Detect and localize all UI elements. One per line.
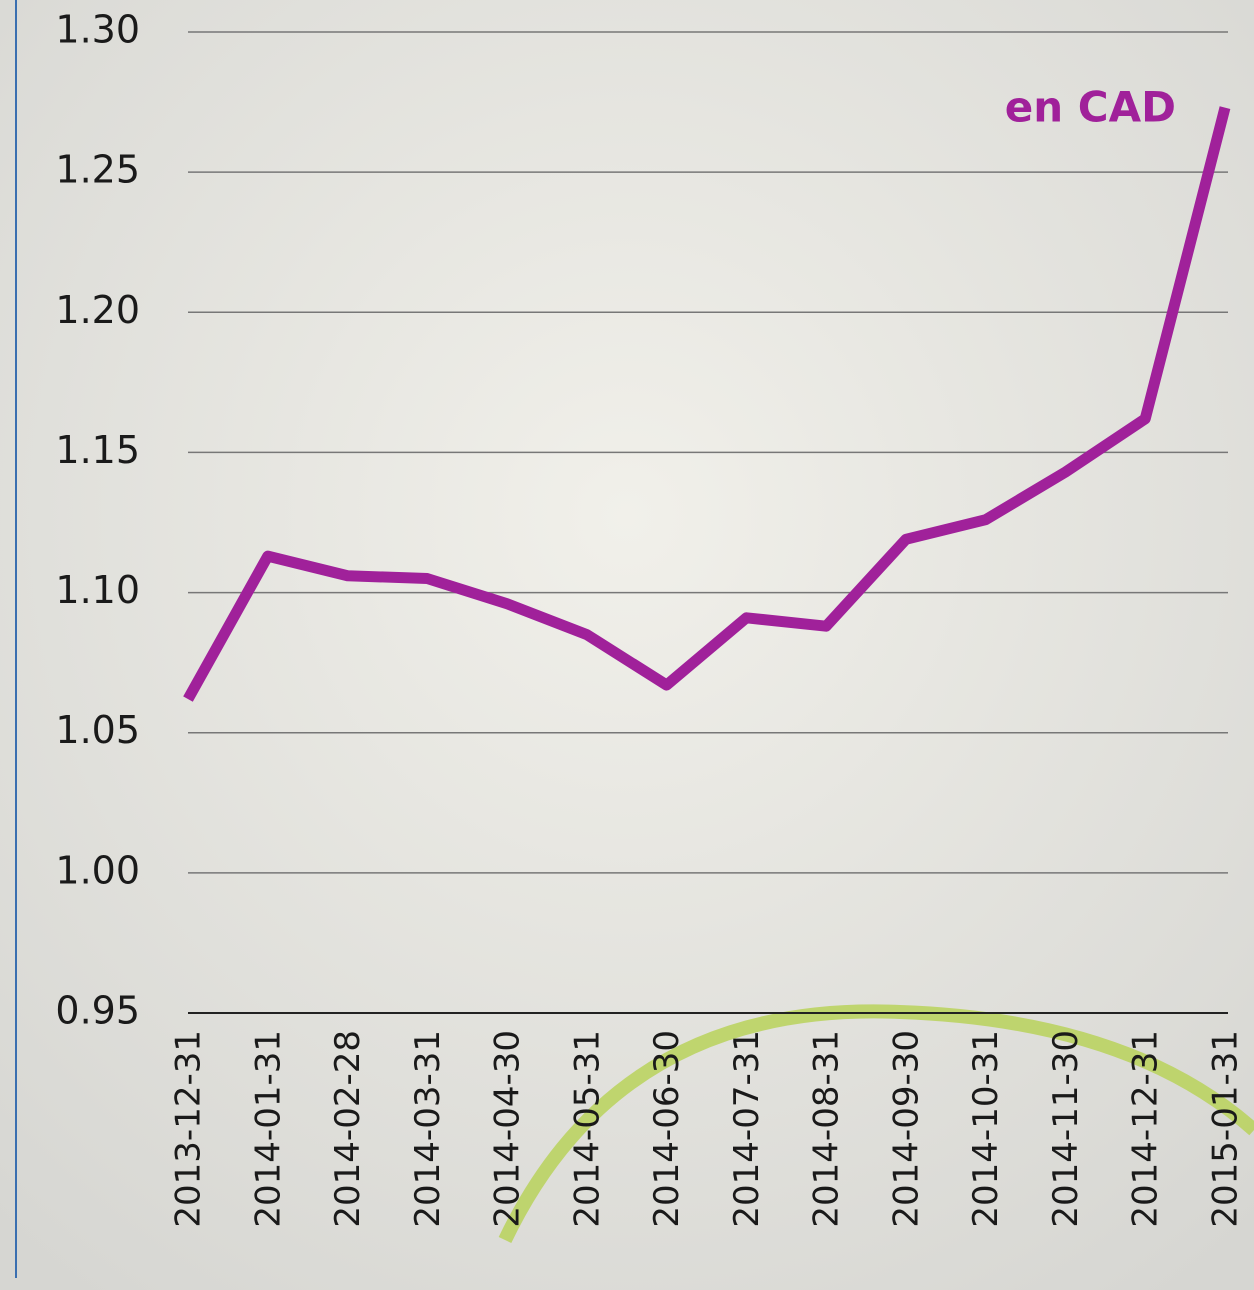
- x-tick-label: 2014-01-31: [248, 1030, 288, 1228]
- x-tick-label: 2014-02-28: [328, 1030, 368, 1228]
- x-tick-label: 2013-12-31: [169, 1030, 209, 1228]
- x-tick-label: 2014-08-31: [807, 1030, 847, 1228]
- line-series: [183, 106, 1231, 702]
- y-tick-label: 1.30: [55, 8, 140, 52]
- x-tick-label: 2014-06-30: [647, 1030, 687, 1228]
- y-tick-label: 1.05: [55, 708, 140, 752]
- y-tick-label: 1.00: [55, 848, 140, 892]
- x-tick-label: 2014-03-31: [408, 1030, 448, 1228]
- x-tick-label: 2015-01-31: [1206, 1030, 1246, 1228]
- decoration-arc: [498, 1004, 1254, 1244]
- x-tick-label: 2014-09-30: [886, 1030, 926, 1228]
- y-tick-label: 1.15: [55, 428, 140, 472]
- x-tick-label: 2014-04-30: [488, 1030, 528, 1228]
- y-tick-label: 1.25: [55, 148, 140, 192]
- x-tick-label: 2014-12-31: [1126, 1030, 1166, 1228]
- y-tick-label: 0.95: [55, 989, 140, 1033]
- y-tick-label: 1.10: [55, 568, 140, 612]
- series-label: en CAD: [1005, 83, 1176, 132]
- x-tick-label: 2014-07-31: [727, 1030, 767, 1228]
- x-tick-label: 2014-05-31: [567, 1030, 607, 1228]
- x-tick-label: 2014-11-30: [1046, 1030, 1086, 1228]
- y-tick-label: 1.20: [55, 288, 140, 332]
- x-tick-label: 2014-10-31: [966, 1030, 1006, 1228]
